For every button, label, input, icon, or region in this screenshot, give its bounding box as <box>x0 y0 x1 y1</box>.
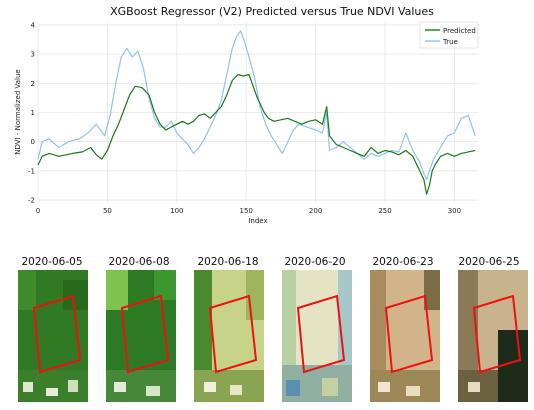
thumb-date-1: 2020-06-05 <box>21 256 83 268</box>
legend: Predicted True <box>419 21 479 49</box>
thumb-date-3: 2020-06-18 <box>197 256 259 268</box>
x-tick-label-2: 100 <box>170 207 183 215</box>
y-tick-label-4: 2 <box>31 80 35 88</box>
satellite-image-1 <box>18 270 88 402</box>
legend-label-true: True <box>442 38 458 46</box>
satellite-image-4 <box>282 270 352 402</box>
satellite-image-5 <box>370 270 440 402</box>
satellite-image-6 <box>458 270 528 402</box>
satellite-image-3 <box>194 270 264 402</box>
x-tick-label-0: 0 <box>36 207 40 215</box>
series-line-predicted <box>37 73 476 195</box>
line-chart: XGBoost Regressor (V2) Predicted versus … <box>14 5 479 225</box>
thumb-date-6: 2020-06-25 <box>458 256 520 268</box>
x-tick-label-1: 50 <box>103 207 112 215</box>
thumb-date-5: 2020-06-23 <box>372 256 434 268</box>
y-axis-label: NDVI - Normalized Value <box>14 69 22 154</box>
x-tick-label-3: 150 <box>240 207 253 215</box>
chart-grid <box>37 22 478 203</box>
x-tick-label-5: 250 <box>378 207 391 215</box>
x-axis: 0 50 100 150 200 250 300 <box>36 207 461 215</box>
y-tick-label-6: 4 <box>31 21 36 29</box>
legend-label-predicted: Predicted <box>443 27 476 35</box>
series-line-true <box>37 30 476 181</box>
y-tick-label-5: 3 <box>31 51 35 59</box>
y-tick-label-0: -2 <box>28 197 35 205</box>
y-axis: -2 -1 0 1 2 3 4 <box>28 21 36 204</box>
thumb-date-4: 2020-06-20 <box>284 256 346 268</box>
y-tick-label-2: 0 <box>31 138 35 146</box>
thumb-date-2: 2020-06-08 <box>108 256 170 268</box>
y-tick-label-3: 1 <box>31 109 35 117</box>
y-tick-label-1: -1 <box>28 167 35 175</box>
x-tick-label-4: 200 <box>309 207 322 215</box>
satellite-image-2 <box>106 270 176 402</box>
chart-title: XGBoost Regressor (V2) Predicted versus … <box>110 5 434 18</box>
x-tick-label-6: 300 <box>448 207 461 215</box>
series-layer <box>37 30 476 195</box>
x-axis-label: Index <box>248 217 267 225</box>
